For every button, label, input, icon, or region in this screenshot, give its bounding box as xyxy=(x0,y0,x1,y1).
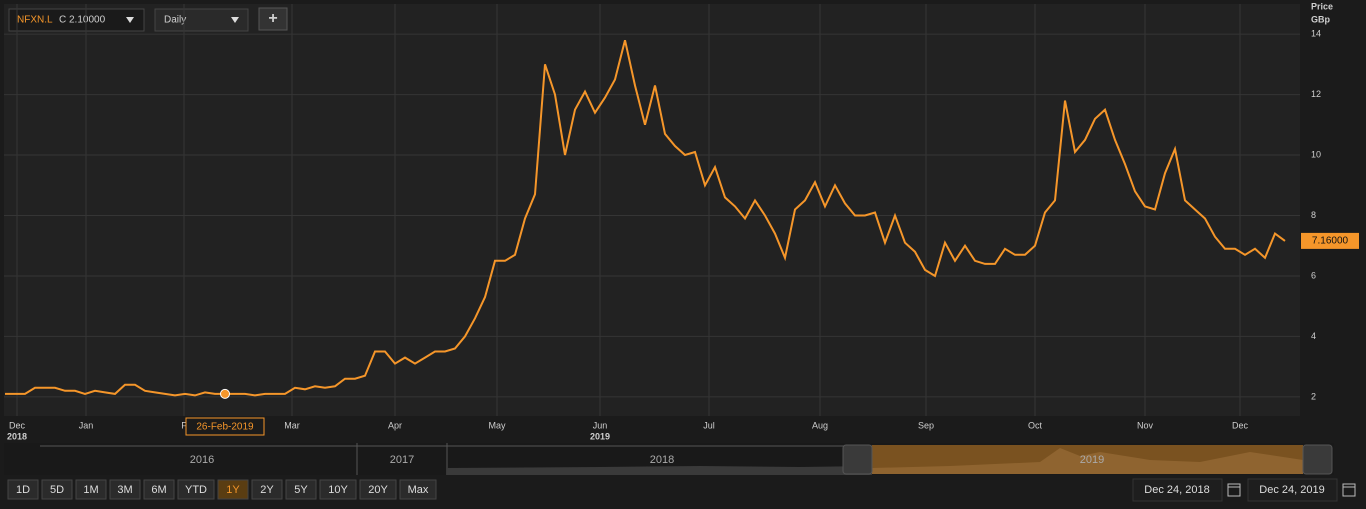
plot-area xyxy=(4,4,1300,416)
x-tick-label: Mar xyxy=(284,420,300,430)
y-tick-label: 8 xyxy=(1311,210,1316,220)
range-button[interactable] xyxy=(359,479,397,500)
x-tick-label: May xyxy=(488,420,506,430)
range-label: 1D xyxy=(16,484,30,496)
range-label: 2Y xyxy=(260,484,274,496)
range-button[interactable] xyxy=(41,479,73,500)
navigator-year: 2019 xyxy=(1080,454,1104,466)
dropdown-arrow xyxy=(231,17,239,23)
y-tick-label: 2 xyxy=(1311,391,1316,401)
x-tick-label: Nov xyxy=(1137,420,1154,430)
x-tick-label: Oct xyxy=(1028,420,1043,430)
x-tick-label: Jan xyxy=(79,420,94,430)
range-button[interactable] xyxy=(7,479,39,500)
crosshair-dot xyxy=(220,388,230,399)
date-label: Dec 24, 2019 xyxy=(1259,484,1324,496)
x-tick-label: Sep xyxy=(918,420,934,430)
year-label: 2019 xyxy=(590,431,610,441)
last-price-box xyxy=(1301,232,1359,249)
price-line xyxy=(5,39,1286,397)
close-price: C 2.10000 xyxy=(59,15,106,26)
calendar-icon[interactable] xyxy=(1227,483,1241,497)
range-label: 5Y xyxy=(294,484,308,496)
navigator-year: 2016 xyxy=(190,454,214,466)
navigator-area xyxy=(872,448,1303,474)
range-label: 6M xyxy=(151,484,166,496)
range-label: 10Y xyxy=(328,484,348,496)
x-tick-label: Jul xyxy=(703,420,715,430)
range-button[interactable] xyxy=(75,479,107,500)
x-tick-label: Dec xyxy=(1232,420,1249,430)
axis-title: Price xyxy=(1311,1,1333,11)
range-label: Max xyxy=(408,484,429,496)
y-tick-label: 10 xyxy=(1311,149,1321,159)
range-button[interactable] xyxy=(217,479,249,500)
navigator-year: 2017 xyxy=(390,454,414,466)
date-label: Dec 24, 2018 xyxy=(1144,484,1209,496)
last-price-label: 7.16000 xyxy=(1312,236,1349,247)
range-label: 3M xyxy=(117,484,132,496)
range-button[interactable] xyxy=(319,479,357,500)
range-button[interactable] xyxy=(143,479,175,500)
navigator-handle[interactable] xyxy=(1302,444,1333,475)
range-button[interactable] xyxy=(109,479,141,500)
interval: Daily xyxy=(164,15,186,26)
x-tick-label: Dec xyxy=(9,420,26,430)
dropdown-arrow xyxy=(126,17,134,23)
x-tick-label: Jun xyxy=(593,420,608,430)
symbol: NFXN.L xyxy=(17,15,53,26)
range-button[interactable] xyxy=(177,479,215,500)
x-tick-label: F xyxy=(181,420,187,430)
x-tick-label: Apr xyxy=(388,420,402,430)
symbol-box[interactable] xyxy=(8,8,145,32)
date-box[interactable] xyxy=(1247,478,1338,502)
range-label: 5D xyxy=(50,484,64,496)
range-button[interactable] xyxy=(399,479,437,500)
calendar-icon[interactable] xyxy=(1342,483,1356,497)
y-tick-label: 6 xyxy=(1311,270,1316,280)
axis-unit: GBp xyxy=(1311,14,1331,24)
range-button[interactable] xyxy=(251,479,283,500)
navigator-year: 2018 xyxy=(650,454,674,466)
add-button[interactable] xyxy=(258,7,288,31)
navigator-history xyxy=(447,466,872,475)
date-box[interactable] xyxy=(1132,478,1223,502)
x-tick-label: Aug xyxy=(812,420,828,430)
y-tick-label: 14 xyxy=(1311,28,1321,38)
add-label: + xyxy=(268,10,277,27)
y-tick-label: 12 xyxy=(1311,89,1321,99)
navigator-handle[interactable] xyxy=(842,444,873,475)
range-label: YTD xyxy=(185,484,207,496)
range-label: 1Y xyxy=(226,484,240,496)
interval-box[interactable] xyxy=(154,8,249,32)
year-label: 2018 xyxy=(7,431,27,441)
range-label: 1M xyxy=(83,484,98,496)
crosshair-date: 26-Feb-2019 xyxy=(196,422,254,433)
y-tick-label: 4 xyxy=(1311,331,1316,341)
range-label: 20Y xyxy=(368,484,388,496)
range-button[interactable] xyxy=(285,479,317,500)
crosshair-tooltip xyxy=(185,417,265,436)
